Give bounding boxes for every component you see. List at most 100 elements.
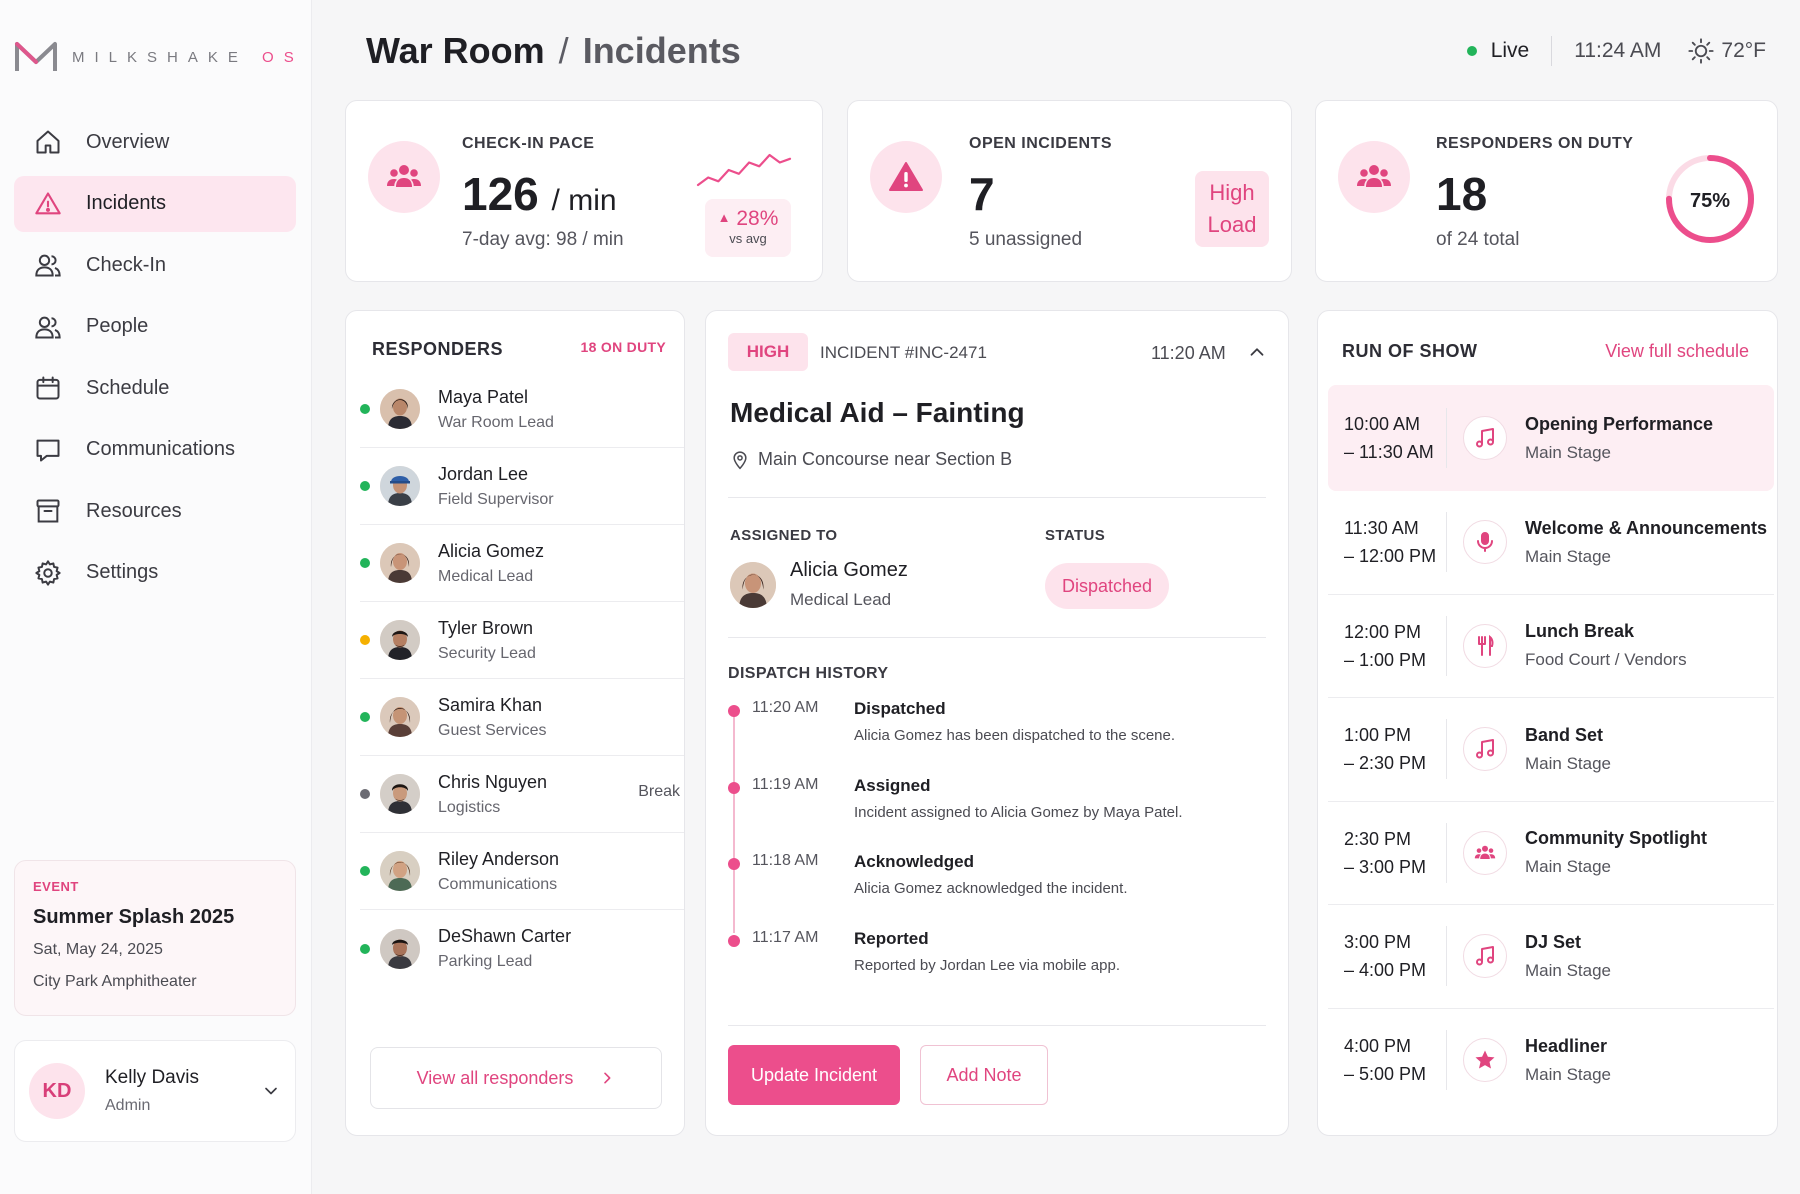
kpi-open-incidents[interactable]: OPEN INCIDENTS 7 5 unassigned High Load bbox=[847, 100, 1292, 282]
view-all-responders-button[interactable]: View all responders bbox=[370, 1047, 662, 1109]
avatar bbox=[730, 561, 776, 608]
assignee[interactable]: Alicia Gomez Medical Lead bbox=[730, 559, 908, 610]
trend-percent: ▲ 28% bbox=[717, 207, 779, 230]
schedule-item[interactable]: 11:30 AM – 12:00 PM Welcome & Announcemen… bbox=[1328, 491, 1774, 595]
alert-triangle-icon bbox=[35, 191, 61, 214]
responder-row[interactable]: DeShawn Carter Parking Lead bbox=[360, 910, 684, 987]
event-card[interactable]: EVENT Summer Splash 2025 Sat, May 24, 20… bbox=[14, 860, 296, 1016]
responder-row[interactable]: Riley Anderson Communications bbox=[360, 833, 684, 910]
nav-item-incidents[interactable]: Incidents bbox=[14, 175, 296, 232]
run-of-show-panel: RUN OF SHOW View full schedule 10:00 AM –… bbox=[1317, 310, 1778, 1136]
incident-time: 11:20 AM bbox=[1151, 343, 1226, 363]
person-avatar-icon bbox=[730, 561, 776, 608]
responder-row[interactable]: Alicia Gomez Medical Lead bbox=[360, 525, 684, 602]
status-dot-icon bbox=[360, 789, 370, 799]
responder-row[interactable]: Jordan Lee Field Supervisor bbox=[360, 448, 684, 525]
calendar-icon bbox=[36, 376, 60, 400]
schedule-item[interactable]: 3:00 PM – 4:00 PM DJ Set Main Stage bbox=[1328, 905, 1774, 1009]
schedule-item[interactable]: 1:00 PM – 2:30 PM Band Set Main Stage bbox=[1328, 698, 1774, 802]
timeline-time: 11:19 AM bbox=[752, 775, 819, 793]
progress-ring-fill bbox=[1666, 155, 1754, 243]
nav-item-schedule[interactable]: Schedule bbox=[14, 360, 296, 416]
nav-item-resources[interactable]: Resources bbox=[14, 483, 296, 539]
timeline-description: Alicia Gomez has been dispatched to the … bbox=[854, 727, 1176, 744]
schedule-title: Opening Performance bbox=[1525, 413, 1714, 434]
nav-item-settings[interactable]: Settings bbox=[14, 545, 296, 601]
schedule-icon bbox=[1463, 416, 1507, 460]
status-dot-icon bbox=[360, 635, 370, 645]
responder-row[interactable]: Chris Nguyen Logistics Break bbox=[360, 756, 684, 833]
nav-item-people[interactable]: People bbox=[14, 299, 296, 355]
status-dot-icon bbox=[360, 481, 370, 491]
trend-caption: vs avg bbox=[729, 231, 767, 246]
schedule-title: Lunch Break bbox=[1525, 621, 1635, 642]
schedule-item[interactable]: 2:30 PM – 3:00 PM Community Spotlight Main… bbox=[1328, 802, 1774, 905]
brand-name: MILKSHAKE OS bbox=[72, 48, 304, 66]
avatar: KD bbox=[29, 1063, 85, 1119]
nav-label: Overview bbox=[86, 130, 170, 153]
schedule-title: Band Set bbox=[1525, 724, 1604, 745]
chevron-up-icon[interactable] bbox=[1246, 341, 1268, 363]
kpi-icon bbox=[368, 141, 440, 213]
nav-label: People bbox=[86, 315, 149, 337]
user-menu[interactable]: KD Kelly Davis Admin bbox=[14, 1040, 296, 1142]
nav-item-check-in[interactable]: Check-In bbox=[14, 237, 296, 293]
schedule-item[interactable]: 12:00 PM – 1:00 PM Lunch Break Food Court … bbox=[1328, 595, 1774, 698]
divider bbox=[1446, 512, 1447, 573]
view-full-schedule-link[interactable]: View full schedule bbox=[1605, 341, 1749, 361]
responder-role: Guest Services bbox=[438, 721, 547, 739]
users-icon bbox=[35, 316, 61, 338]
kpi-responders-on-duty[interactable]: RESPONDERS ON DUTY 18 of 24 total bbox=[1315, 100, 1778, 282]
timeline-dot-icon bbox=[728, 858, 740, 870]
responder-role: War Room Lead bbox=[438, 413, 554, 431]
group-icon bbox=[1474, 845, 1496, 859]
schedule-icon bbox=[1463, 727, 1507, 772]
schedule-location: Food Court / Vendors bbox=[1525, 650, 1687, 670]
status-label: STATUS bbox=[1045, 527, 1106, 544]
responder-list: Maya Patel War Room Lead Jordan Lee Field … bbox=[360, 371, 684, 987]
responder-name: DeShawn Carter bbox=[438, 926, 572, 946]
chevron-down-icon[interactable] bbox=[261, 1081, 281, 1101]
nav-label: Schedule bbox=[86, 376, 170, 399]
status-badge[interactable]: Dispatched bbox=[1045, 563, 1169, 609]
responder-row[interactable]: Tyler Brown Security Lead bbox=[360, 602, 684, 679]
person-avatar-icon bbox=[380, 466, 420, 506]
nav-item-communications[interactable]: Communications bbox=[14, 422, 296, 478]
kpi-check-in-pace[interactable]: CHECK-IN PACE 126 / min 7-day avg: 98 / … bbox=[345, 100, 823, 282]
load-badge: High Load bbox=[1195, 171, 1269, 247]
timeline-item: 11:19 AM Assigned Incident assigned to A… bbox=[728, 776, 1268, 853]
responder-row[interactable]: Samira Khan Guest Services bbox=[360, 679, 684, 756]
section-title: RUN OF SHOW bbox=[1342, 341, 1478, 361]
event-date: Sat, May 24, 2025 bbox=[33, 941, 163, 958]
assignee-name: Alicia Gomez bbox=[790, 559, 908, 581]
add-note-button[interactable]: Add Note bbox=[920, 1045, 1048, 1105]
microphone-icon bbox=[1477, 532, 1493, 553]
schedule-location: Main Stage bbox=[1525, 1064, 1611, 1084]
timeline-line bbox=[733, 709, 735, 933]
nav-label: Communications bbox=[86, 438, 235, 460]
star-icon bbox=[1475, 1050, 1495, 1069]
brand-logo[interactable]: MILKSHAKE OS bbox=[14, 40, 304, 74]
sidebar-nav: Overview Incidents Check-In People Sched… bbox=[14, 114, 296, 606]
schedule-time: 10:00 AM – 11:30 AM bbox=[1344, 414, 1434, 462]
users-icon bbox=[35, 254, 61, 277]
avatar bbox=[380, 697, 420, 737]
nav-label: Incidents bbox=[86, 192, 167, 214]
schedule-item[interactable]: 10:00 AM – 11:30 AM Opening Performance Ma… bbox=[1328, 385, 1774, 491]
responder-role: Parking Lead bbox=[438, 953, 533, 970]
avatar bbox=[380, 543, 420, 583]
timeline-event: Reported bbox=[854, 928, 929, 948]
schedule-item[interactable]: 4:00 PM – 5:00 PM Headliner Main Stage bbox=[1328, 1009, 1774, 1113]
responder-row[interactable]: Maya Patel War Room Lead bbox=[360, 371, 684, 448]
schedule-time: 1:00 PM – 2:30 PM bbox=[1344, 725, 1427, 774]
nav-item-overview[interactable]: Overview bbox=[14, 114, 296, 170]
breadcrumb-war-room[interactable]: War Room bbox=[366, 30, 545, 71]
incident-title: Medical Aid – Fainting bbox=[730, 397, 1025, 428]
schedule-list: 10:00 AM – 11:30 AM Opening Performance Ma… bbox=[1328, 385, 1774, 1112]
responder-name: Jordan Lee bbox=[438, 463, 529, 484]
timeline-event: Dispatched bbox=[854, 699, 946, 718]
breadcrumb-incidents: Incidents bbox=[582, 30, 741, 71]
progress-ring bbox=[1666, 155, 1754, 243]
update-incident-button[interactable]: Update Incident bbox=[728, 1045, 900, 1105]
sidebar: MILKSHAKE OS Overview Incidents Check-In… bbox=[0, 0, 312, 1194]
